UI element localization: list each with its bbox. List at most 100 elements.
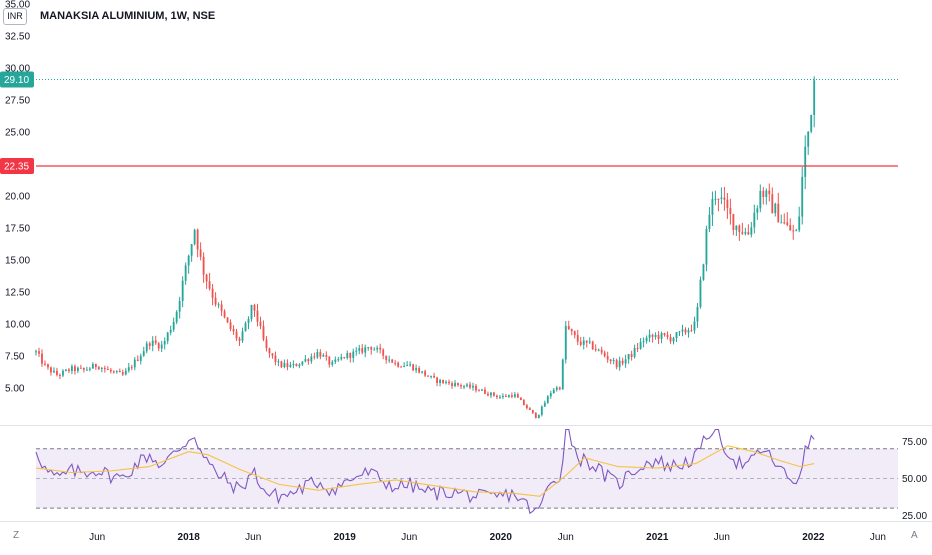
candle-body xyxy=(618,360,621,368)
time-axis-tick-label: 2021 xyxy=(646,532,669,543)
candle-body xyxy=(466,384,468,387)
candle-body xyxy=(217,304,220,306)
candle-body xyxy=(265,339,268,349)
candle-body xyxy=(406,364,409,366)
candle-body xyxy=(412,364,415,371)
candle-body xyxy=(576,335,579,342)
candle-body xyxy=(490,392,492,396)
candle-body xyxy=(91,364,94,369)
candle-body xyxy=(247,318,250,324)
candle-body xyxy=(56,370,58,375)
price-axis-tick-label: 7.50 xyxy=(5,352,25,363)
candle-body xyxy=(687,330,690,333)
candle-body xyxy=(316,352,319,358)
candle-body xyxy=(253,304,256,311)
candle-body xyxy=(391,359,394,363)
candle-body xyxy=(558,387,561,390)
timezone-corner[interactable]: Z xyxy=(13,530,20,541)
time-axis-tick-label: 2018 xyxy=(178,532,201,543)
candle-body xyxy=(346,352,349,359)
candle-body xyxy=(522,400,525,406)
candle-body xyxy=(711,199,714,215)
candle-body xyxy=(256,310,259,322)
candle-body xyxy=(50,367,52,373)
candle-body xyxy=(124,370,127,375)
candle-body xyxy=(349,352,352,358)
candle-body xyxy=(310,356,313,362)
candle-body xyxy=(621,360,624,364)
candle-body xyxy=(190,244,193,256)
candle-body xyxy=(531,409,534,413)
candle-body xyxy=(226,317,229,323)
symbol-title: MANAKSIA ALUMINIUM, 1W, NSE xyxy=(40,10,216,22)
price-axis-tick-label: 15.00 xyxy=(5,256,30,267)
candle-body xyxy=(591,341,594,350)
candle-body xyxy=(301,361,304,365)
candle-body xyxy=(181,280,184,301)
candle-body xyxy=(196,229,199,250)
candle-body xyxy=(624,359,627,364)
candle-body xyxy=(759,190,762,209)
candle-body xyxy=(70,366,73,372)
candle-body xyxy=(370,347,373,350)
candle-body xyxy=(469,384,471,388)
price-axis-tick-label: 30.00 xyxy=(5,64,30,75)
candle-body xyxy=(609,359,612,362)
candle-body xyxy=(561,359,564,390)
candle-body xyxy=(394,362,397,364)
candle-body xyxy=(250,304,253,319)
currency-badge[interactable]: INR xyxy=(3,8,27,25)
rsi-axis-tick-label: 75.00 xyxy=(902,437,927,448)
candle-body xyxy=(223,311,226,318)
candle-body xyxy=(169,329,172,333)
candle-body xyxy=(519,397,522,401)
candle-body xyxy=(516,394,519,398)
candle-body xyxy=(457,383,459,386)
candle-body xyxy=(160,344,163,349)
candle-body xyxy=(478,390,480,392)
candle-body xyxy=(612,360,615,362)
candle-body xyxy=(636,348,639,350)
candle-body xyxy=(651,334,654,337)
rsi-axis-tick-label: 25.00 xyxy=(902,511,927,522)
candle-body xyxy=(127,367,130,371)
candle-body xyxy=(172,322,175,330)
candle-body xyxy=(166,332,169,342)
candle-body xyxy=(121,372,124,375)
candle-body xyxy=(762,190,765,197)
candle-body xyxy=(382,349,385,356)
price-axis-tick-label: 32.50 xyxy=(5,32,30,43)
candle-body xyxy=(154,340,157,344)
candle-body xyxy=(747,232,750,235)
candle-body xyxy=(145,343,148,352)
candle-body xyxy=(771,194,774,214)
candle-body xyxy=(268,348,271,354)
time-axis-tick-label: 2022 xyxy=(802,532,825,543)
candle-body xyxy=(696,306,699,322)
candle-body xyxy=(65,369,67,371)
candle-body xyxy=(448,381,450,384)
price-axis-tick-label: 12.50 xyxy=(5,288,30,299)
candle-body xyxy=(525,405,528,409)
candle-body xyxy=(717,198,720,200)
last-price-label: 29.10 xyxy=(4,75,29,86)
candle-body xyxy=(325,355,328,357)
candle-body xyxy=(163,341,166,345)
candle-body xyxy=(109,369,112,372)
candle-body xyxy=(355,350,358,352)
candle-body xyxy=(67,369,70,372)
candle-body xyxy=(702,264,705,280)
candle-body xyxy=(220,304,223,312)
price-axis-tick-label: 17.50 xyxy=(5,224,30,235)
candle-body xyxy=(597,349,600,351)
candle-body xyxy=(340,357,343,360)
candle-body xyxy=(672,338,675,342)
candle-body xyxy=(274,355,277,362)
candle-body xyxy=(313,356,316,358)
candle-body xyxy=(564,326,567,360)
candle-body xyxy=(639,342,642,349)
candle-body xyxy=(178,300,181,312)
auto-scale-corner[interactable]: A xyxy=(911,530,918,541)
candle-body xyxy=(472,385,474,388)
candle-body xyxy=(660,333,663,339)
